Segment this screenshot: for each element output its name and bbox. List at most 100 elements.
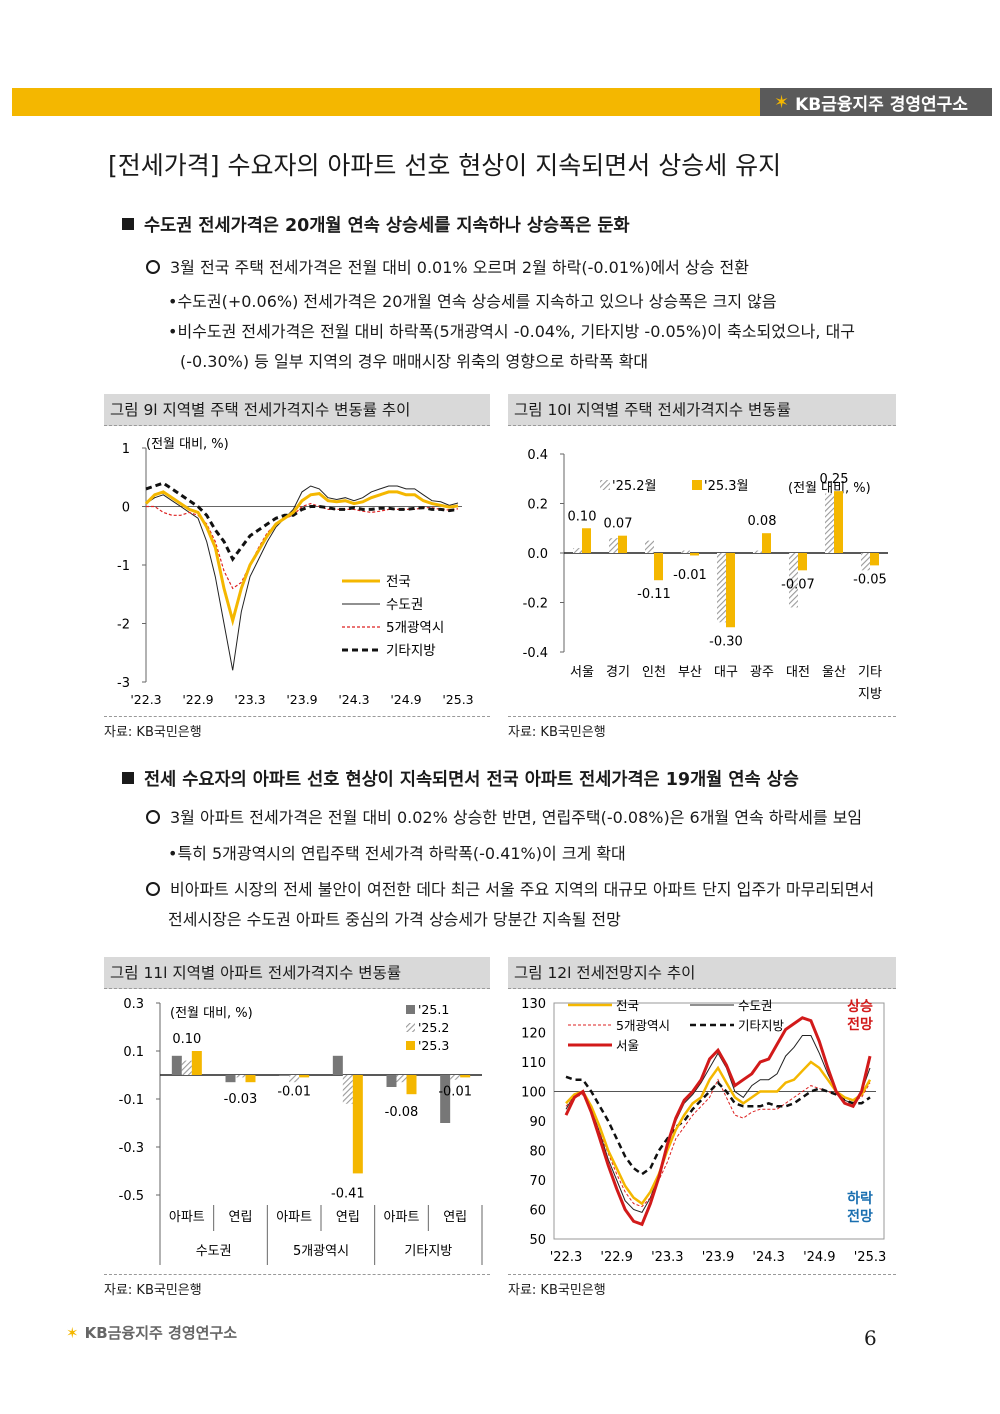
section2-bullet1: 3월 아파트 전세가격은 전월 대비 0.02% 상승한 반면, 연립주택(-0…	[146, 806, 862, 830]
section1-bullet-text: 3월 전국 주택 전세가격은 전월 대비 0.01% 오르며 2월 하락(-0.…	[170, 258, 749, 277]
x-tick-label: '24.3	[338, 692, 369, 707]
x-tick-label: '24.9	[390, 692, 421, 707]
bar	[573, 548, 582, 553]
section1-sub2b: (-0.30%) 등 일부 지역의 경우 매매시장 위축의 영향으로 하락폭 확…	[180, 352, 649, 371]
y-tick-label: 0.1	[123, 1045, 144, 1060]
series-line-0	[144, 490, 459, 627]
y-tick-label: 100	[521, 1086, 546, 1101]
data-label: -0.08	[385, 1105, 419, 1120]
section2-sub1: •특히 5개광역시의 연립주택 전세가격 하락폭(-0.41%)이 크게 확대	[168, 844, 626, 863]
data-label: -0.01	[438, 1084, 472, 1099]
figure-9: 그림 9l 지역별 주택 전세가격지수 변동률 추이 1 0 -1 -2 -3 (전월 대…	[104, 394, 490, 740]
bar	[726, 553, 735, 628]
data-label: -0.41	[331, 1186, 365, 1201]
group-label: 기타지방	[404, 1244, 452, 1259]
figure-12: 그림 12l 전세전망지수 추이 130 120 110 100 90 80 70 60 50 '…	[508, 957, 896, 1298]
bar	[406, 1075, 417, 1095]
bar	[645, 540, 654, 553]
y-tick-label: -0.4	[523, 646, 548, 661]
legend-swatch	[406, 1041, 415, 1050]
section1-heading-text: 수도권 전세가격은 20개월 연속 상승세를 지속하나 상승폭은 둔화	[144, 216, 630, 236]
y-tick-label: 80	[529, 1145, 546, 1160]
bar	[181, 1060, 192, 1075]
legend-label: 수도권	[738, 998, 773, 1013]
bar	[681, 550, 690, 553]
x-tick-label: '22.3	[550, 1250, 583, 1265]
section2-bullet2: 비아파트 시장의 전세 불안이 여전한 데다 최근 서울 주요 지역의 대규모 …	[146, 878, 874, 902]
legend-label: '25.2월	[612, 479, 656, 494]
bar	[762, 533, 771, 553]
header-brand-box: ✶ KB금융지주 경영연구소	[760, 88, 992, 116]
series-line-2	[146, 502, 459, 590]
fig9-title: 그림 9l 지역별 주택 전세가격지수 변동률 추이	[104, 394, 490, 426]
bar	[834, 491, 843, 553]
bar	[386, 1075, 397, 1087]
x-tick-label: 기타	[858, 665, 882, 680]
unit-label: (전월 대비, %)	[146, 437, 229, 452]
bar	[717, 553, 726, 623]
series-line-4	[564, 1016, 872, 1227]
up-outlook-label: 전망	[847, 1016, 873, 1033]
fig9-source: 자료: KB국민은행	[104, 716, 490, 740]
x-tick-label: 서울	[570, 665, 594, 680]
x-tick-label: 아파트	[276, 1210, 312, 1225]
figure-10: 그림 10l 지역별 주택 전세가격지수 변동률 0.4 0.2 0.0 -0.2 -0…	[508, 394, 896, 740]
bar	[609, 538, 618, 553]
kb-star-logo-icon: ✶	[66, 1323, 79, 1342]
x-tick-label: 부산	[678, 665, 702, 680]
x-tick-label: '25.3	[442, 692, 473, 707]
section1-heading: 수도권 전세가격은 20개월 연속 상승세를 지속하나 상승폭은 둔화	[122, 212, 630, 237]
unit-label: (전월 대비, %)	[170, 1006, 253, 1021]
legend-label: 전국	[616, 998, 639, 1013]
bar	[289, 1075, 300, 1083]
y-tick-label: 60	[529, 1204, 546, 1219]
legend-label: 기타지방	[738, 1018, 785, 1033]
legend-label: 5개광역시	[616, 1018, 670, 1033]
bar	[191, 1051, 202, 1075]
x-tick-label: 지방	[858, 687, 882, 702]
page-title: [전세가격] 수요자의 아파트 선호 현상이 지속되면서 상승세 유지	[108, 151, 782, 180]
plot-frame	[553, 1002, 885, 1240]
y-tick-label: -0.2	[523, 597, 548, 612]
x-tick-label: 울산	[822, 665, 846, 680]
fig12-title: 그림 12l 전세전망지수 추이	[508, 957, 896, 989]
bar	[825, 493, 834, 553]
x-tick-label: '25.3	[854, 1250, 887, 1265]
figure-11: 그림 11l 지역별 아파트 전세가격지수 변동률 0.3 0.1 -0.1 -0.3…	[104, 957, 490, 1298]
x-tick-label: 아파트	[384, 1210, 420, 1225]
y-tick-label: -0.3	[119, 1141, 144, 1156]
x-tick-label: '23.3	[651, 1250, 684, 1265]
bar	[279, 1075, 290, 1076]
x-tick-label: '24.9	[803, 1250, 836, 1265]
y-tick-label: -2	[117, 618, 130, 633]
header-brand: KB금융지주 경영연구소	[795, 94, 968, 115]
legend-swatch	[406, 1023, 415, 1032]
data-label: -0.11	[637, 587, 671, 602]
fig12-source: 자료: KB국민은행	[508, 1274, 896, 1298]
data-label: -0.05	[853, 572, 887, 587]
x-tick-label: 연립	[443, 1210, 467, 1225]
x-tick-label: 연립	[229, 1210, 253, 1225]
section2-heading-text: 전세 수요자의 아파트 선호 현상이 지속되면서 전국 아파트 전세가격은 19…	[144, 770, 799, 790]
x-tick-label: '23.9	[286, 692, 317, 707]
down-outlook-label: 하락	[847, 1190, 873, 1207]
up-outlook-label: 상승	[847, 999, 873, 1015]
bar	[171, 1055, 182, 1075]
bar	[789, 553, 798, 608]
section1-sub2a: •비수도권 전세가격은 전월 대비 하락폭(5개광역시 -0.04%, 기타지방…	[168, 322, 856, 341]
legend-label: '25.3	[418, 1038, 449, 1053]
y-tick-label: 130	[521, 997, 546, 1012]
unit-label: (전월 대비, %)	[788, 481, 871, 496]
bar	[582, 528, 591, 553]
legend-swatch	[406, 1005, 415, 1014]
section2-bullet2b: 전세시장은 수도권 아파트 중심의 가격 상승세가 당분간 지속될 전망	[168, 910, 621, 929]
bar	[654, 553, 663, 581]
bar	[342, 1075, 353, 1104]
bar	[753, 550, 762, 553]
series-line-2	[565, 1078, 871, 1208]
data-label: 0.10	[568, 509, 597, 524]
square-bullet-icon	[122, 218, 134, 230]
footer-brand-text: KB금융지주 경영연구소	[84, 1324, 238, 1342]
legend-label: 수도권	[386, 597, 423, 613]
section2-bullet2-text: 비아파트 시장의 전세 불안이 여전한 데다 최근 서울 주요 지역의 대규모 …	[170, 880, 875, 899]
